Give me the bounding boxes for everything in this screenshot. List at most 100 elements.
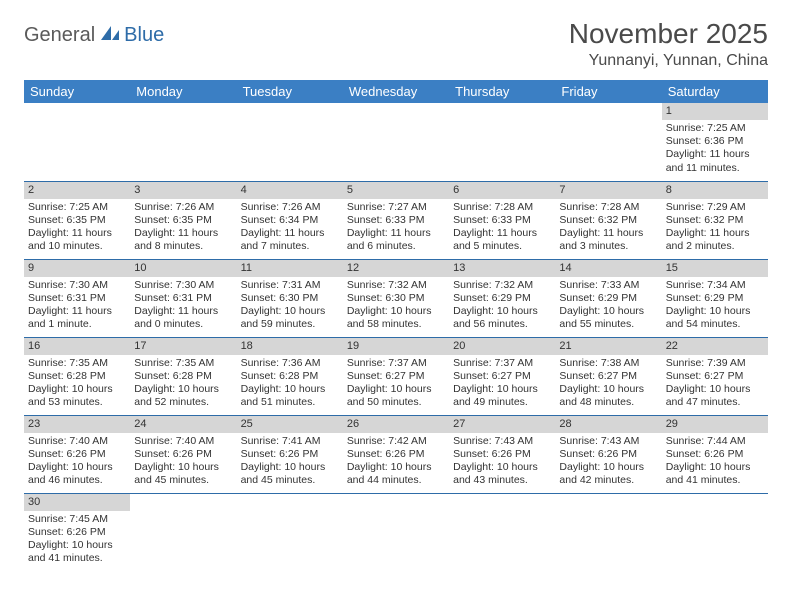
day-details: Sunrise: 7:32 AMSunset: 6:29 PMDaylight:… xyxy=(449,277,555,336)
sunset-line: Sunset: 6:28 PM xyxy=(241,370,339,383)
day-details: Sunrise: 7:28 AMSunset: 6:33 PMDaylight:… xyxy=(449,199,555,258)
daylight-line: Daylight: 10 hours and 56 minutes. xyxy=(453,305,551,331)
day-number: 23 xyxy=(24,416,130,433)
sunrise-line: Sunrise: 7:33 AM xyxy=(559,279,657,292)
day-details: Sunrise: 7:27 AMSunset: 6:33 PMDaylight:… xyxy=(343,199,449,258)
sunrise-line: Sunrise: 7:32 AM xyxy=(347,279,445,292)
daylight-line: Daylight: 10 hours and 49 minutes. xyxy=(453,383,551,409)
calendar-cell: 12Sunrise: 7:32 AMSunset: 6:30 PMDayligh… xyxy=(343,259,449,337)
daylight-line: Daylight: 10 hours and 42 minutes. xyxy=(559,461,657,487)
calendar-cell: 9Sunrise: 7:30 AMSunset: 6:31 PMDaylight… xyxy=(24,259,130,337)
sunrise-line: Sunrise: 7:35 AM xyxy=(28,357,126,370)
day-details: Sunrise: 7:35 AMSunset: 6:28 PMDaylight:… xyxy=(24,355,130,414)
calendar-cell: 8Sunrise: 7:29 AMSunset: 6:32 PMDaylight… xyxy=(662,181,768,259)
calendar-cell: 22Sunrise: 7:39 AMSunset: 6:27 PMDayligh… xyxy=(662,337,768,415)
sunset-line: Sunset: 6:29 PM xyxy=(453,292,551,305)
calendar-row: 23Sunrise: 7:40 AMSunset: 6:26 PMDayligh… xyxy=(24,415,768,493)
calendar-cell: 4Sunrise: 7:26 AMSunset: 6:34 PMDaylight… xyxy=(237,181,343,259)
calendar-cell: 5Sunrise: 7:27 AMSunset: 6:33 PMDaylight… xyxy=(343,181,449,259)
day-header: Wednesday xyxy=(343,80,449,103)
day-number: 18 xyxy=(237,338,343,355)
day-number: 10 xyxy=(130,260,236,277)
calendar-cell xyxy=(130,493,236,571)
sunrise-line: Sunrise: 7:34 AM xyxy=(666,279,764,292)
sunrise-line: Sunrise: 7:45 AM xyxy=(28,513,126,526)
day-details: Sunrise: 7:30 AMSunset: 6:31 PMDaylight:… xyxy=(24,277,130,336)
calendar-cell: 21Sunrise: 7:38 AMSunset: 6:27 PMDayligh… xyxy=(555,337,661,415)
calendar-row: 16Sunrise: 7:35 AMSunset: 6:28 PMDayligh… xyxy=(24,337,768,415)
sunrise-line: Sunrise: 7:40 AM xyxy=(134,435,232,448)
calendar-cell: 28Sunrise: 7:43 AMSunset: 6:26 PMDayligh… xyxy=(555,415,661,493)
sunset-line: Sunset: 6:26 PM xyxy=(241,448,339,461)
daylight-line: Daylight: 11 hours and 3 minutes. xyxy=(559,227,657,253)
day-details: Sunrise: 7:37 AMSunset: 6:27 PMDaylight:… xyxy=(343,355,449,414)
calendar-cell: 18Sunrise: 7:36 AMSunset: 6:28 PMDayligh… xyxy=(237,337,343,415)
day-details: Sunrise: 7:35 AMSunset: 6:28 PMDaylight:… xyxy=(130,355,236,414)
day-details: Sunrise: 7:43 AMSunset: 6:26 PMDaylight:… xyxy=(449,433,555,492)
header: General Blue November 2025 Yunnanyi, Yun… xyxy=(24,18,768,70)
daylight-line: Daylight: 11 hours and 1 minute. xyxy=(28,305,126,331)
day-details: Sunrise: 7:29 AMSunset: 6:32 PMDaylight:… xyxy=(662,199,768,258)
calendar-cell xyxy=(237,103,343,181)
sunrise-line: Sunrise: 7:37 AM xyxy=(453,357,551,370)
day-details: Sunrise: 7:38 AMSunset: 6:27 PMDaylight:… xyxy=(555,355,661,414)
calendar-cell: 13Sunrise: 7:32 AMSunset: 6:29 PMDayligh… xyxy=(449,259,555,337)
sunrise-line: Sunrise: 7:41 AM xyxy=(241,435,339,448)
calendar-cell: 24Sunrise: 7:40 AMSunset: 6:26 PMDayligh… xyxy=(130,415,236,493)
day-details: Sunrise: 7:37 AMSunset: 6:27 PMDaylight:… xyxy=(449,355,555,414)
calendar-cell xyxy=(662,493,768,571)
sunrise-line: Sunrise: 7:25 AM xyxy=(28,201,126,214)
daylight-line: Daylight: 11 hours and 6 minutes. xyxy=(347,227,445,253)
day-details: Sunrise: 7:43 AMSunset: 6:26 PMDaylight:… xyxy=(555,433,661,492)
sunset-line: Sunset: 6:26 PM xyxy=(666,448,764,461)
sail-icon xyxy=(99,24,121,47)
daylight-line: Daylight: 11 hours and 7 minutes. xyxy=(241,227,339,253)
sunrise-line: Sunrise: 7:30 AM xyxy=(134,279,232,292)
sunset-line: Sunset: 6:36 PM xyxy=(666,135,764,148)
calendar-cell xyxy=(555,103,661,181)
day-number: 2 xyxy=(24,182,130,199)
sunset-line: Sunset: 6:26 PM xyxy=(28,448,126,461)
day-header-row: Sunday Monday Tuesday Wednesday Thursday… xyxy=(24,80,768,103)
calendar-cell: 11Sunrise: 7:31 AMSunset: 6:30 PMDayligh… xyxy=(237,259,343,337)
sunset-line: Sunset: 6:31 PM xyxy=(134,292,232,305)
sunset-line: Sunset: 6:27 PM xyxy=(666,370,764,383)
sunrise-line: Sunrise: 7:30 AM xyxy=(28,279,126,292)
sunrise-line: Sunrise: 7:43 AM xyxy=(453,435,551,448)
sunrise-line: Sunrise: 7:35 AM xyxy=(134,357,232,370)
sunrise-line: Sunrise: 7:32 AM xyxy=(453,279,551,292)
calendar-cell xyxy=(555,493,661,571)
day-number: 7 xyxy=(555,182,661,199)
day-header: Thursday xyxy=(449,80,555,103)
daylight-line: Daylight: 10 hours and 41 minutes. xyxy=(666,461,764,487)
calendar-cell xyxy=(343,493,449,571)
calendar-cell: 7Sunrise: 7:28 AMSunset: 6:32 PMDaylight… xyxy=(555,181,661,259)
daylight-line: Daylight: 10 hours and 45 minutes. xyxy=(241,461,339,487)
daylight-line: Daylight: 10 hours and 55 minutes. xyxy=(559,305,657,331)
day-details: Sunrise: 7:28 AMSunset: 6:32 PMDaylight:… xyxy=(555,199,661,258)
calendar-cell: 15Sunrise: 7:34 AMSunset: 6:29 PMDayligh… xyxy=(662,259,768,337)
calendar-cell: 30Sunrise: 7:45 AMSunset: 6:26 PMDayligh… xyxy=(24,493,130,571)
sunset-line: Sunset: 6:26 PM xyxy=(28,526,126,539)
day-number: 22 xyxy=(662,338,768,355)
sunset-line: Sunset: 6:34 PM xyxy=(241,214,339,227)
calendar-cell xyxy=(24,103,130,181)
day-number: 14 xyxy=(555,260,661,277)
daylight-line: Daylight: 11 hours and 2 minutes. xyxy=(666,227,764,253)
day-number: 29 xyxy=(662,416,768,433)
calendar-cell xyxy=(449,103,555,181)
sunset-line: Sunset: 6:28 PM xyxy=(134,370,232,383)
day-details: Sunrise: 7:42 AMSunset: 6:26 PMDaylight:… xyxy=(343,433,449,492)
daylight-line: Daylight: 10 hours and 46 minutes. xyxy=(28,461,126,487)
day-details: Sunrise: 7:33 AMSunset: 6:29 PMDaylight:… xyxy=(555,277,661,336)
day-details: Sunrise: 7:31 AMSunset: 6:30 PMDaylight:… xyxy=(237,277,343,336)
day-number: 30 xyxy=(24,494,130,511)
sunset-line: Sunset: 6:35 PM xyxy=(28,214,126,227)
sunset-line: Sunset: 6:33 PM xyxy=(453,214,551,227)
day-number: 3 xyxy=(130,182,236,199)
calendar-cell: 29Sunrise: 7:44 AMSunset: 6:26 PMDayligh… xyxy=(662,415,768,493)
calendar-cell: 17Sunrise: 7:35 AMSunset: 6:28 PMDayligh… xyxy=(130,337,236,415)
sunset-line: Sunset: 6:27 PM xyxy=(453,370,551,383)
daylight-line: Daylight: 10 hours and 53 minutes. xyxy=(28,383,126,409)
daylight-line: Daylight: 11 hours and 11 minutes. xyxy=(666,148,764,174)
